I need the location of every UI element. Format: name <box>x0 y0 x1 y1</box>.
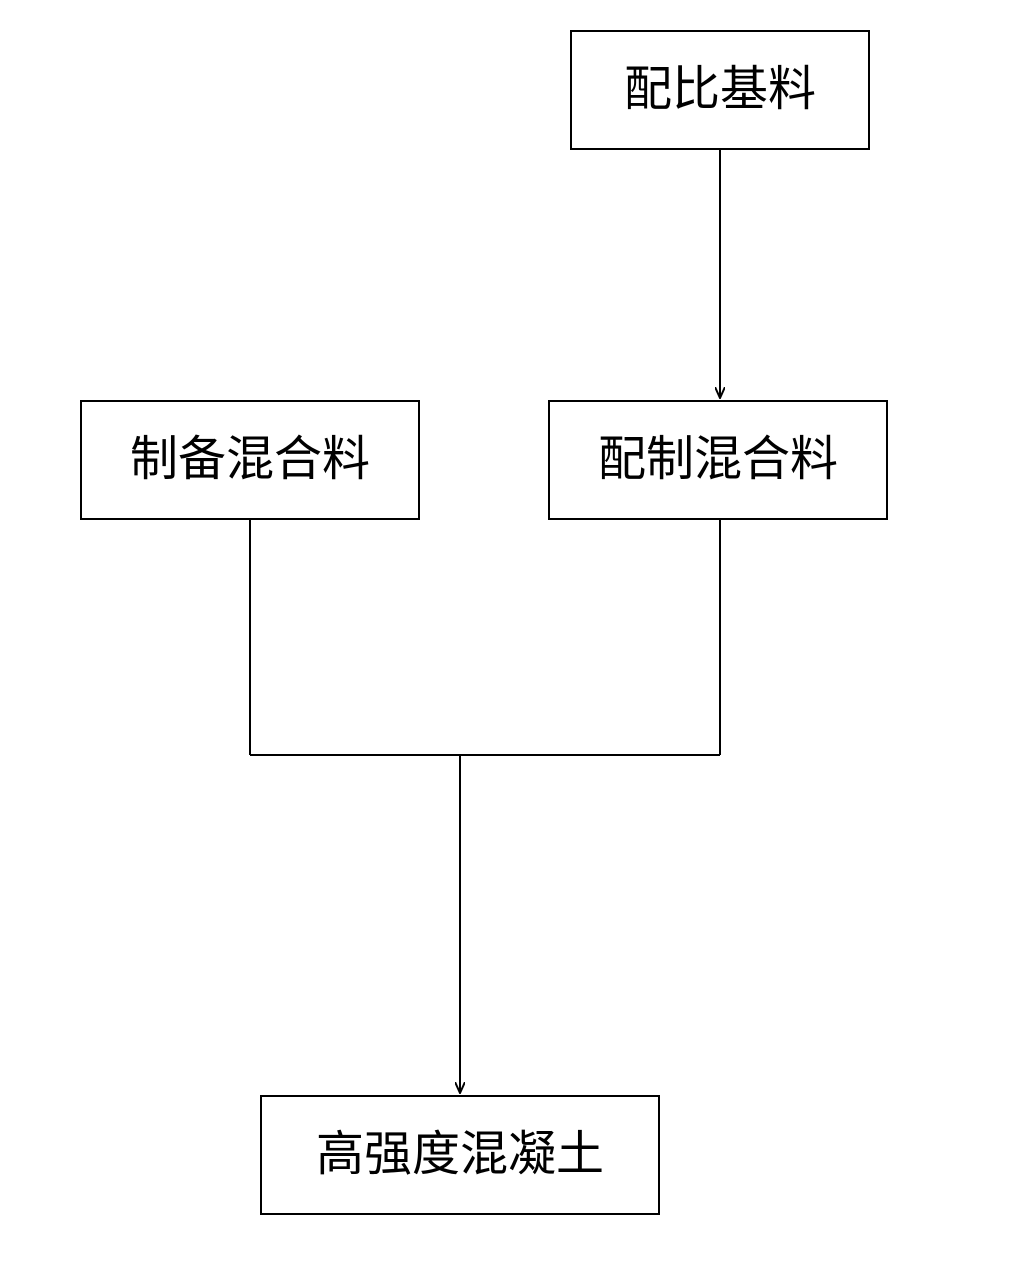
node-label: 配制混合料 <box>598 436 838 484</box>
node-label: 制备混合料 <box>130 436 370 484</box>
node-prepare-mix-right: 配制混合料 <box>548 400 888 520</box>
node-proportion-base: 配比基料 <box>570 30 870 150</box>
node-prepare-mix-left: 制备混合料 <box>80 400 420 520</box>
node-label: 配比基料 <box>624 66 816 114</box>
node-label: 高强度混凝土 <box>316 1131 604 1179</box>
flow-edges <box>0 0 1030 1279</box>
node-high-strength-concrete: 高强度混凝土 <box>260 1095 660 1215</box>
